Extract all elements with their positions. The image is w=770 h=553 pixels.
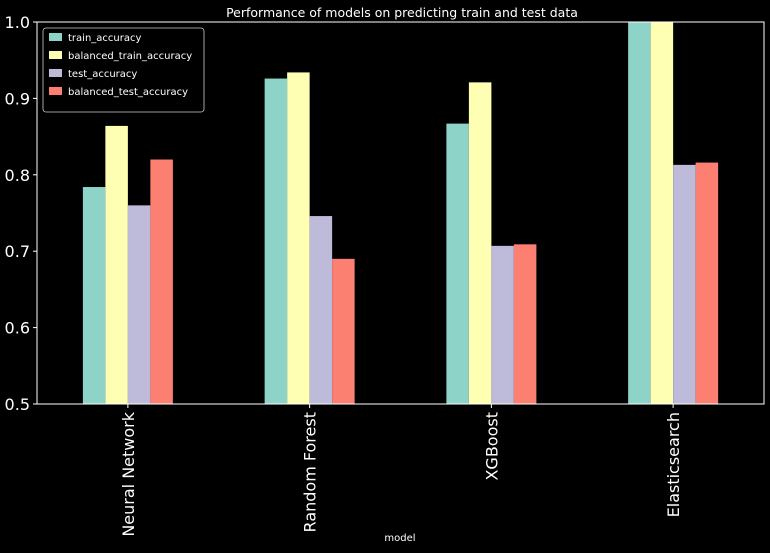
legend-label-balanced_test_accuracy: balanced_test_accuracy <box>68 87 188 98</box>
bar-balanced_train_accuracy-1 <box>287 72 310 405</box>
bar-train_accuracy-0 <box>82 187 106 404</box>
y-tick-label: 0.9 <box>5 89 30 108</box>
legend-box <box>42 27 205 113</box>
x-tick-label: Neural Network <box>119 411 138 536</box>
x-axis-label: model <box>384 533 415 544</box>
bar-test_accuracy-0 <box>127 205 151 404</box>
legend-label-balanced_train_accuracy: balanced_train_accuracy <box>68 51 192 62</box>
y-axis: 0.5 0.6 0.7 0.8 0.9 1.0 <box>5 13 37 414</box>
legend: train_accuracy balanced_train_accuracytes… <box>42 27 205 113</box>
y-tick-label: 0.5 <box>5 395 30 414</box>
bar-balanced_test_accuracy-1 <box>332 258 355 404</box>
bars-group <box>82 22 719 405</box>
legend-swatch-balanced_test_accuracy <box>49 87 62 95</box>
y-tick-label: 1.0 <box>5 13 30 32</box>
bar-test_accuracy-1 <box>309 216 333 404</box>
bar-train_accuracy-3 <box>628 22 651 404</box>
y-tick-label: 0.6 <box>5 319 30 338</box>
chart-title: Performance of models on predicting trai… <box>226 5 578 20</box>
x-tick-label: XGBoost <box>482 412 501 481</box>
legend-swatch-balanced_train_accuracy <box>49 51 62 59</box>
y-tick-label: 0.7 <box>5 242 30 261</box>
legend-label-test_accuracy: test_accuracy <box>68 69 137 80</box>
bar-balanced_train_accuracy-2 <box>468 82 492 405</box>
bar-balanced_test_accuracy-3 <box>695 162 719 404</box>
bar-train_accuracy-1 <box>264 78 288 404</box>
bar-test_accuracy-2 <box>491 245 514 404</box>
bar-train_accuracy-2 <box>446 123 469 405</box>
plot-frame <box>36 21 765 405</box>
bar-balanced_test_accuracy-0 <box>150 159 173 404</box>
legend-swatch-test_accuracy <box>49 69 62 77</box>
x-axis: Neural Network Random Forest XGBoost Elasti… <box>119 404 683 537</box>
legend-label-train_accuracy: train_accuracy <box>68 33 141 44</box>
bar-balanced_test_accuracy-2 <box>513 244 537 404</box>
bar-balanced_train_accuracy-0 <box>105 125 128 405</box>
bar-test_accuracy-3 <box>673 164 696 404</box>
x-tick-label: Random Forest <box>301 412 320 532</box>
x-tick-label: Elasticsearch <box>664 412 683 517</box>
legend-swatch-train_accuracy <box>49 33 62 41</box>
bar-balanced_train_accuracy-3 <box>650 22 674 404</box>
y-tick-label: 0.8 <box>5 166 30 185</box>
